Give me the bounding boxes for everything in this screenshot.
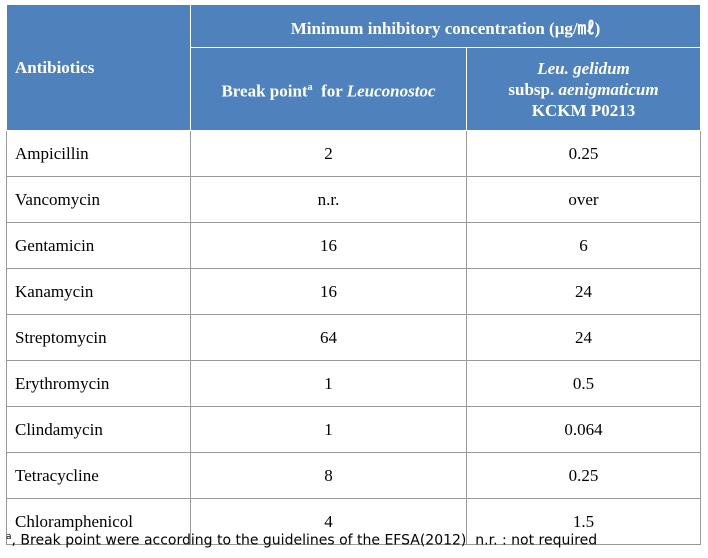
table-row: Erythromycin 1 0.5 [6,360,701,407]
superscript: a [6,532,12,542]
antibiotic-name: Vancomycin [6,176,191,223]
header-antibiotics: Antibiotics [6,4,191,131]
text: Break point [221,81,308,101]
antibiotic-name: Erythromycin [6,360,191,407]
superscript: a [307,81,313,93]
table-row: Chloramphenicol 4 1.5 [6,498,701,545]
header-strain: Leu. gelidum subsp. aenigmaticum KCKM P021… [466,47,701,131]
text: for [321,81,343,101]
antibiotic-name: Chloramphenicol [6,498,191,545]
mic-value: 1.5 [466,498,701,545]
table-body: Ampicillin 2 0.25 Vancomycin n.r. over Gentami… [6,130,701,545]
footnote: a, Break point were according to the gui… [6,532,597,549]
table-row: Tetracycline 8 0.25 [6,452,701,499]
table-row: Ampicillin 2 0.25 [6,130,701,177]
mic-value: 4 [190,498,467,545]
mic-table: Antibiotics Minimum inhibitory concentra… [6,4,701,545]
antibiotic-name: Gentamicin [6,222,191,269]
italic-text: Leuconostoc [346,81,436,101]
antibiotic-name: Tetracycline [6,452,191,499]
text: subsp. [508,79,555,99]
mic-value: 0.25 [466,130,701,177]
antibiotic-name: Streptomycin [6,314,191,361]
mic-value: 0.5 [466,360,701,407]
table-row: Gentamicin 16 6 [6,222,701,269]
table-row: Clindamycin 1 0.064 [6,406,701,453]
mic-value: 6 [466,222,701,269]
header-breakpoint: Break pointa for Leuconostoc [190,47,467,131]
mic-value: 1 [190,360,467,407]
mic-value: over [466,176,701,223]
mic-value: 8 [190,452,467,499]
text: KCKM P0213 [531,100,636,120]
header-group: Minimum inhibitory concentration (μg/㎖) [190,4,701,48]
table-row: Vancomycin n.r. over [6,176,701,223]
mic-value: 2 [190,130,467,177]
mic-value: 24 [466,314,701,361]
table-row: Kanamycin 16 24 [6,268,701,315]
italic-text: aenigmaticum [558,79,659,99]
mic-value: 1 [190,406,467,453]
mic-value: 16 [190,268,467,315]
mic-value: 24 [466,268,701,315]
table-row: Streptomycin 64 24 [6,314,701,361]
mic-value: 16 [190,222,467,269]
mic-value: 0.25 [466,452,701,499]
antibiotic-name: Ampicillin [6,130,191,177]
mic-value: 64 [190,314,467,361]
mic-value: n.r. [190,176,467,223]
mic-value: 0.064 [466,406,701,453]
italic-text: Leu. gelidum [537,58,630,78]
footnote-text: , Break point were according to the guid… [11,532,598,549]
antibiotic-name: Clindamycin [6,406,191,453]
antibiotic-name: Kanamycin [6,268,191,315]
